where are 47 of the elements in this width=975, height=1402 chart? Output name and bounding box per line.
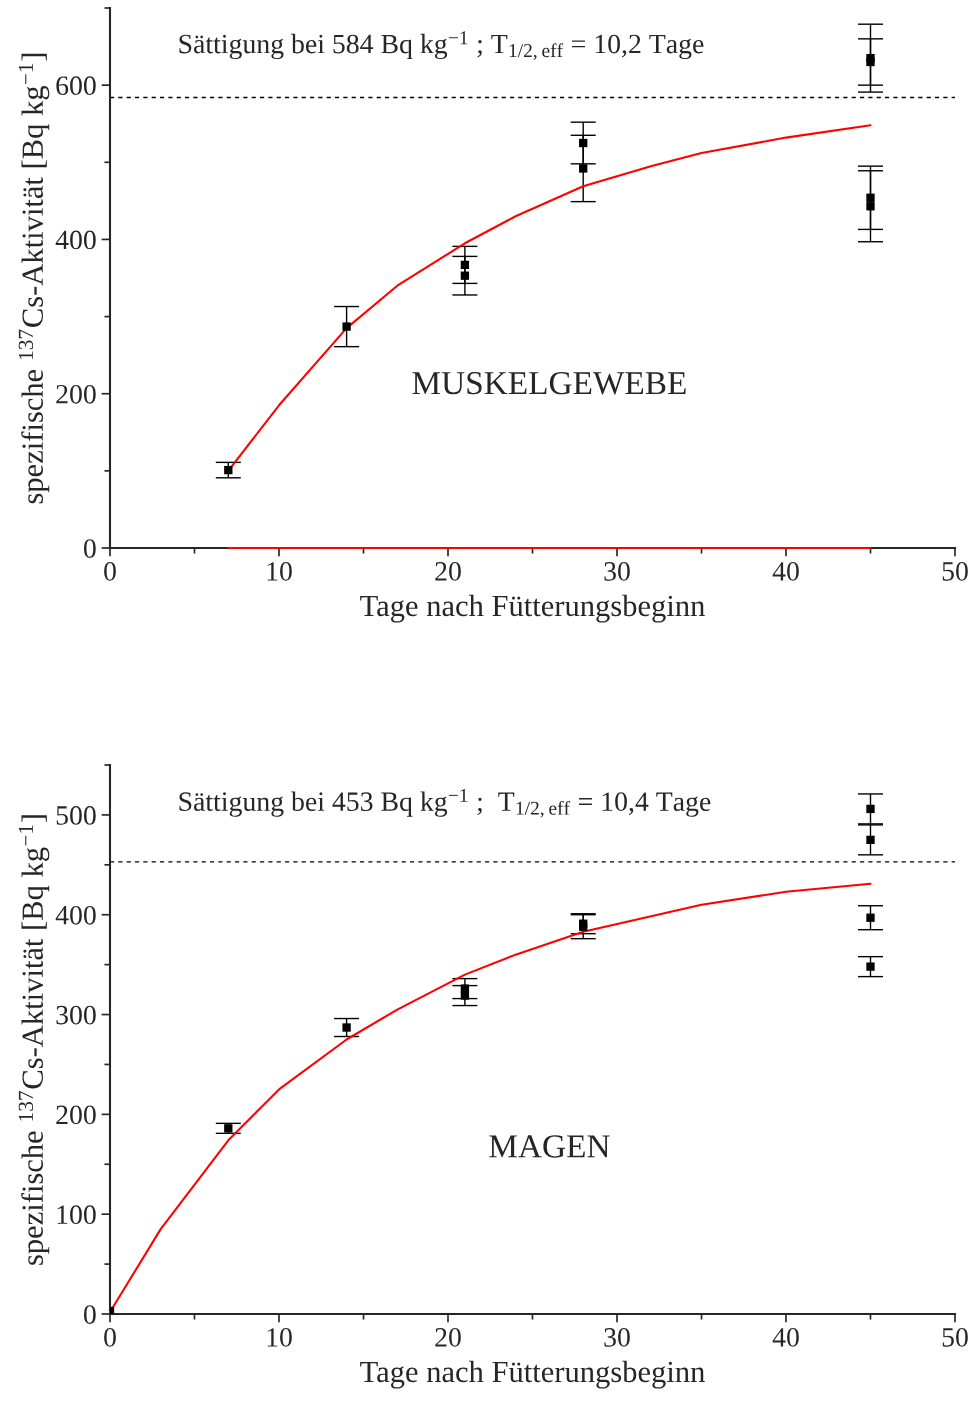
point: [866, 962, 875, 971]
annotation: Sättigung bei 584 Bq kg$^{−1}$ ; T$_{1/2,eff}$ = 10,2 Tage: [179, 31, 704, 60]
x-axis-title: Tage nach Fütterungsbeginn: [360, 1360, 705, 1389]
y-tick-label: 600: [56, 76, 96, 96]
line-series: [108, 882, 872, 1314]
y-tick-label: 400: [55, 905, 96, 925]
x-tick-label: 50: [942, 562, 968, 581]
x-tick-label: 30: [604, 562, 630, 581]
point: [579, 164, 588, 173]
x-tick-label: 0: [104, 1328, 116, 1347]
point: [866, 913, 875, 922]
point: [866, 202, 875, 211]
point: [460, 271, 470, 280]
point: [224, 1124, 233, 1133]
point: [579, 138, 588, 148]
y-tick-label: 300: [56, 1005, 96, 1025]
x-tick-label: 40: [772, 1328, 799, 1347]
point: [460, 260, 470, 270]
y-tick-label: 400: [55, 230, 96, 250]
annotation: Sättigung bei 453 Bq kg$^{−1}$ ; T$_{1/2,eff}$ = 10,4 Tage: [179, 788, 711, 818]
y-tick-label: 0: [83, 1305, 96, 1324]
annotation: MUSKELGEWEBE: [412, 371, 686, 395]
point: [866, 57, 875, 67]
x-tick-label: 50: [942, 1328, 968, 1347]
y-tick-label: 200: [56, 384, 96, 404]
y-axis-title: spezifische $^{137}$Cs-Aktivität [Bq kg$^{−1}$]: [18, 53, 50, 504]
x-tick-label: 20: [435, 1328, 461, 1347]
point: [342, 1023, 351, 1032]
x-axis-title: Tage nach Fütterungsbeginn: [360, 594, 705, 623]
point: [866, 193, 875, 202]
point: [342, 322, 351, 331]
x-tick-label: 0: [104, 562, 116, 581]
point: [866, 804, 875, 814]
y-tick-label: 500: [56, 806, 96, 825]
x-tick-label: 30: [604, 1328, 630, 1347]
x-tick-label: 10: [267, 1328, 292, 1347]
point: [224, 465, 233, 475]
x-tick-label: 10: [267, 562, 292, 581]
y-axis-title: spezifische $^{137}$Cs-Aktivität [Bq kg$^{−1}$]: [18, 815, 50, 1265]
point: [460, 991, 470, 1000]
y-tick-label: 100: [57, 1205, 96, 1225]
x-tick-label: 20: [435, 562, 461, 581]
x-tick-label: 40: [772, 562, 799, 581]
point: [866, 835, 875, 845]
y-tick-label: 0: [83, 539, 96, 558]
y-tick-label: 200: [56, 1105, 96, 1125]
annotation: MAGEN: [489, 1135, 610, 1158]
